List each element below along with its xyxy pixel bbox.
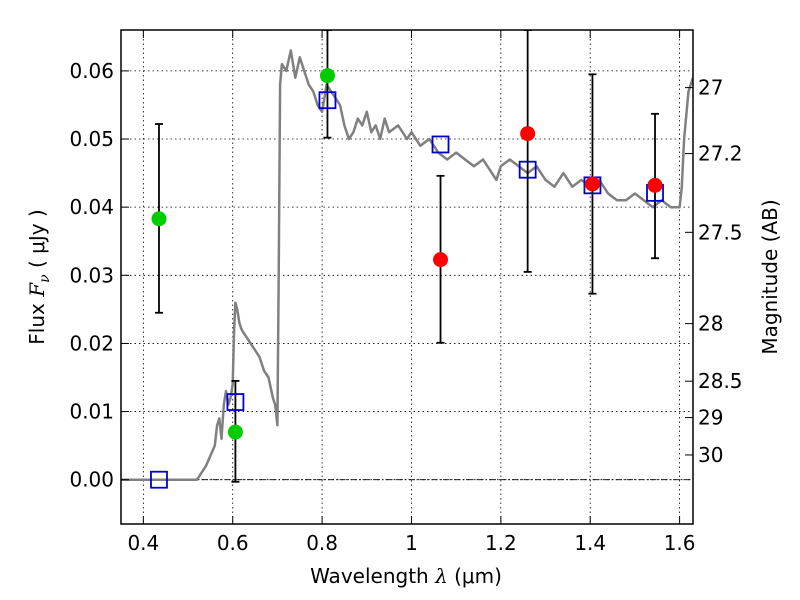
upper-limit-point [227, 424, 243, 440]
y2-axis-label: Magnitude (AB) [758, 199, 782, 354]
plot-area [121, 30, 693, 489]
y2-tick-label: 27.5 [698, 220, 743, 244]
plot-frame [120, 29, 694, 525]
upper-limit-point [319, 68, 335, 84]
x-tick-label: 1.2 [485, 531, 517, 555]
detection-point [584, 176, 600, 192]
y2-tick-label: 28.5 [698, 369, 743, 393]
model-photometry-square [150, 470, 168, 489]
x-axis: 0.4 0.6 0.8 1 1.2 1.4 1.6 [127, 30, 696, 555]
y-tick-label: 0.05 [69, 127, 114, 151]
model-photometry-square [318, 91, 337, 110]
detection-point [647, 177, 663, 193]
x-axis-label: Wavelength λ (μm) [310, 564, 502, 588]
x-tick-label: 0.8 [306, 531, 338, 555]
y2-tick-label: 27 [698, 76, 723, 100]
y-tick-label: 0.00 [69, 468, 114, 492]
y2-tick-label: 29 [698, 406, 723, 430]
y2-tick-label: 28 [698, 312, 723, 336]
y2-tick-label: 27.2 [698, 142, 743, 166]
model-photometry-square [518, 160, 537, 179]
x-tick-label: 0.6 [217, 531, 249, 555]
y2-axis: 27 27.2 27.5 28 28.5 29 30 [685, 76, 743, 467]
model-photometry-square [226, 393, 245, 411]
upper-limit-point [151, 211, 167, 227]
y-axis-label: Flux Fν ( μJy ) [25, 209, 53, 344]
x-tick-label: 1.6 [664, 531, 696, 555]
y-tick-label: 0.01 [69, 400, 114, 424]
grid-lines [121, 30, 693, 524]
detection-point [520, 126, 536, 142]
y-tick-label: 0.03 [69, 263, 114, 287]
detection-point [433, 252, 449, 268]
model-spectrum-line [121, 49, 693, 481]
y-tick-label: 0.02 [69, 331, 114, 355]
y-tick-label: 0.06 [69, 59, 114, 83]
model-photometry-square [431, 135, 450, 154]
y-axis: 0.00 0.01 0.02 0.03 0.04 0.05 0.06 [69, 59, 129, 492]
x-tick-label: 1.4 [574, 531, 606, 555]
x-tick-label: 0.4 [127, 531, 159, 555]
x-tick-label: 1 [405, 531, 418, 555]
y2-tick-label: 30 [698, 443, 723, 467]
y-tick-label: 0.04 [69, 195, 114, 219]
